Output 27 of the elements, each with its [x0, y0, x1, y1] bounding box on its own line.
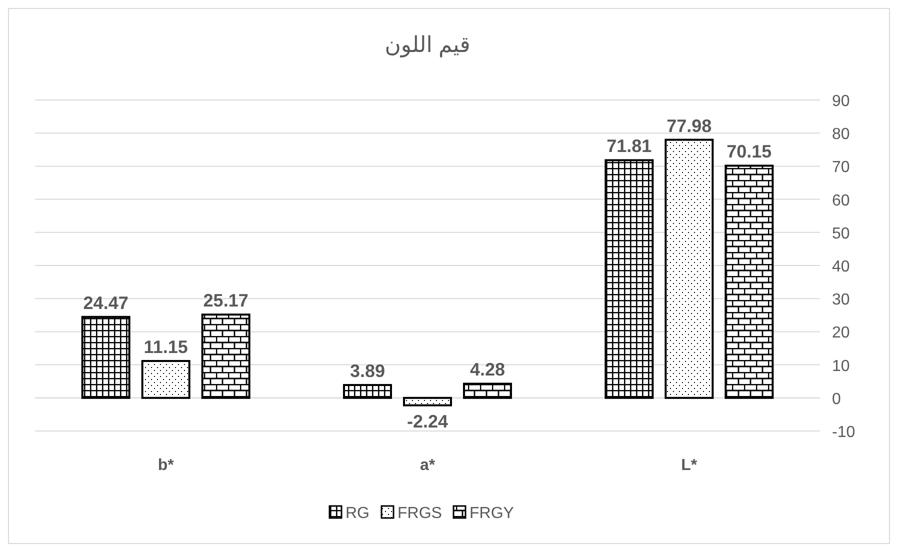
- xtick: a*: [420, 457, 436, 474]
- xtick: b*: [158, 457, 174, 474]
- data-label: 24.47: [83, 292, 128, 313]
- legend-label: FRGY: [470, 505, 514, 522]
- ytick: 0: [832, 390, 841, 408]
- legend-label: RG: [346, 505, 370, 522]
- legend-label: FRGS: [398, 505, 442, 522]
- ytick: 50: [832, 225, 850, 242]
- data-label: 70.15: [726, 142, 772, 162]
- data-label: 77.98: [666, 116, 712, 136]
- ytick: 20: [832, 324, 850, 342]
- data-label: -2.24: [406, 411, 448, 432]
- ytick: 40: [832, 258, 850, 276]
- xtick: L*: [681, 457, 698, 474]
- ytick: 10: [832, 358, 850, 375]
- data-label: 3.89: [350, 361, 386, 382]
- ytick: -10: [832, 424, 856, 441]
- ytick: 70: [832, 159, 850, 176]
- data-label: 4.28: [470, 360, 506, 380]
- ytick: 90: [832, 93, 850, 110]
- ytick: 60: [832, 192, 850, 210]
- data-label: 11.15: [144, 337, 188, 357]
- data-label: 71.81: [606, 136, 652, 156]
- ytick: 30: [832, 292, 850, 309]
- ytick: 80: [832, 126, 850, 144]
- title: قيم اللون: [384, 32, 470, 57]
- data-label: 25.17: [203, 290, 248, 311]
